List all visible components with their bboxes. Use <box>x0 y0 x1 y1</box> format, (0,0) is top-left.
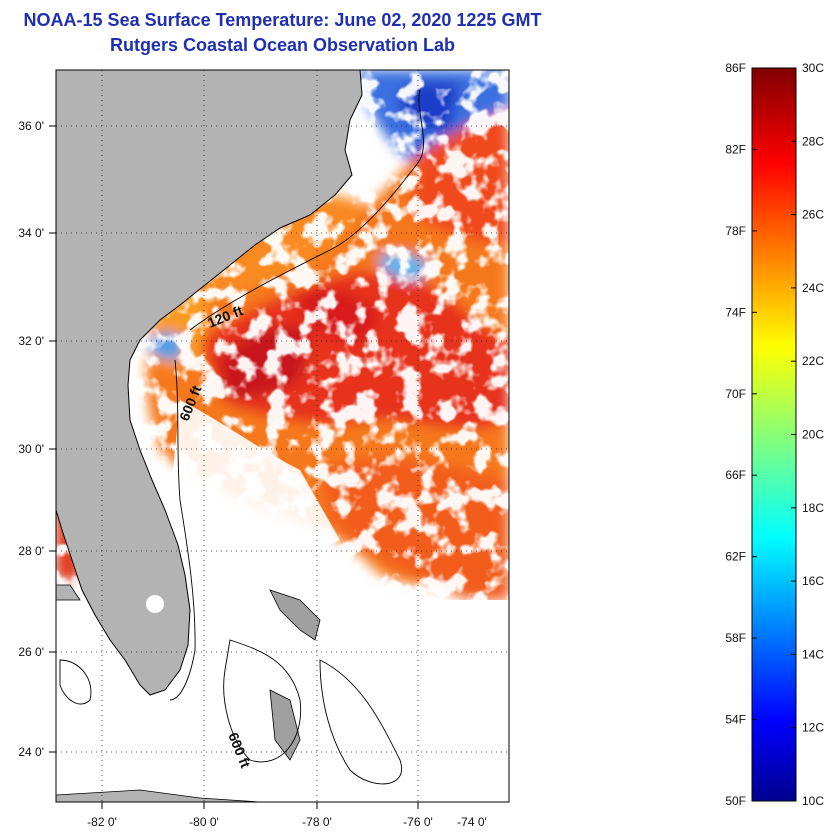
bathymetry-contours <box>59 89 424 785</box>
colorbar-c-label: 16C <box>802 574 824 588</box>
lat-label-24: 24 0' <box>18 745 44 759</box>
colorbar-f-label: 74F <box>725 305 746 319</box>
colorbar-f-label: 54F <box>725 713 746 727</box>
lat-label-26: 26 0' <box>18 645 44 659</box>
colorbar-celsius-ticks: 30C 28C 26C 24C 22C 20C 18C 16C 14C 12C 10C <box>791 61 824 808</box>
colorbar-fahrenheit-ticks: 86F 82F 78F 74F 70F 66F 62F 58F 54F 50F <box>725 61 757 808</box>
graticule <box>56 70 509 802</box>
map-frame <box>55 69 510 803</box>
lat-label-34: 34 0' <box>18 226 44 240</box>
lat-label-36: 36 0' <box>18 119 44 133</box>
colorbar-c-label: 10C <box>802 794 824 808</box>
colorbar-c-label: 14C <box>802 647 824 661</box>
lake-okeechobee <box>146 595 164 613</box>
colorbar-c-label: 28C <box>802 134 824 148</box>
colorbar-c-label: 20C <box>802 428 824 442</box>
land-cuba <box>56 789 261 802</box>
colorbar-c-label: 22C <box>802 354 824 368</box>
lon-label-74: -74 0' <box>457 815 487 829</box>
colorbar-gradient <box>751 67 797 802</box>
lat-label-30: 30 0' <box>18 442 44 456</box>
lon-label-76: -76 0' <box>403 815 433 829</box>
map-title: NOAA-15 Sea Surface Temperature: June 02… <box>0 8 565 58</box>
colorbar-c-label: 24C <box>802 281 824 295</box>
colorbar-f-label: 62F <box>725 550 746 564</box>
colorbar-f-label: 66F <box>725 468 746 482</box>
colorbar-f-label: 58F <box>725 631 746 645</box>
axis-ticks <box>49 125 419 809</box>
colorbar-f-label: 86F <box>725 61 746 75</box>
map-plot-area: 120 ft 600 ft 600 ft <box>56 70 509 802</box>
sst-map: 120 ft 600 ft 600 ft -82 0' -80 0' -78 0… <box>18 69 510 829</box>
lat-label-32: 32 0' <box>18 334 44 348</box>
colorbar-f-label: 78F <box>725 224 746 238</box>
lon-label-78: -78 0' <box>302 815 332 829</box>
colorbar-c-label: 18C <box>802 501 824 515</box>
land-gulf-coast <box>56 584 81 601</box>
lon-label-80: -80 0' <box>189 815 219 829</box>
colorbar-c-label: 30C <box>802 61 824 75</box>
colorbar-c-label: 26C <box>802 208 824 222</box>
colorbar-f-label: 70F <box>725 387 746 401</box>
title-line-2: Rutgers Coastal Ocean Observation Lab <box>109 35 456 55</box>
colorbar-f-label: 82F <box>725 142 746 156</box>
lat-label-28: 28 0' <box>18 544 44 558</box>
colorbar-f-label: 50F <box>725 794 746 808</box>
title-line-1: NOAA-15 Sea Surface Temperature: June 02… <box>23 10 542 30</box>
lon-label-82: -82 0' <box>87 815 117 829</box>
land-us-east-coast <box>56 70 363 696</box>
colorbar-c-label: 12C <box>802 721 824 735</box>
land-bahamas-north <box>269 589 321 641</box>
